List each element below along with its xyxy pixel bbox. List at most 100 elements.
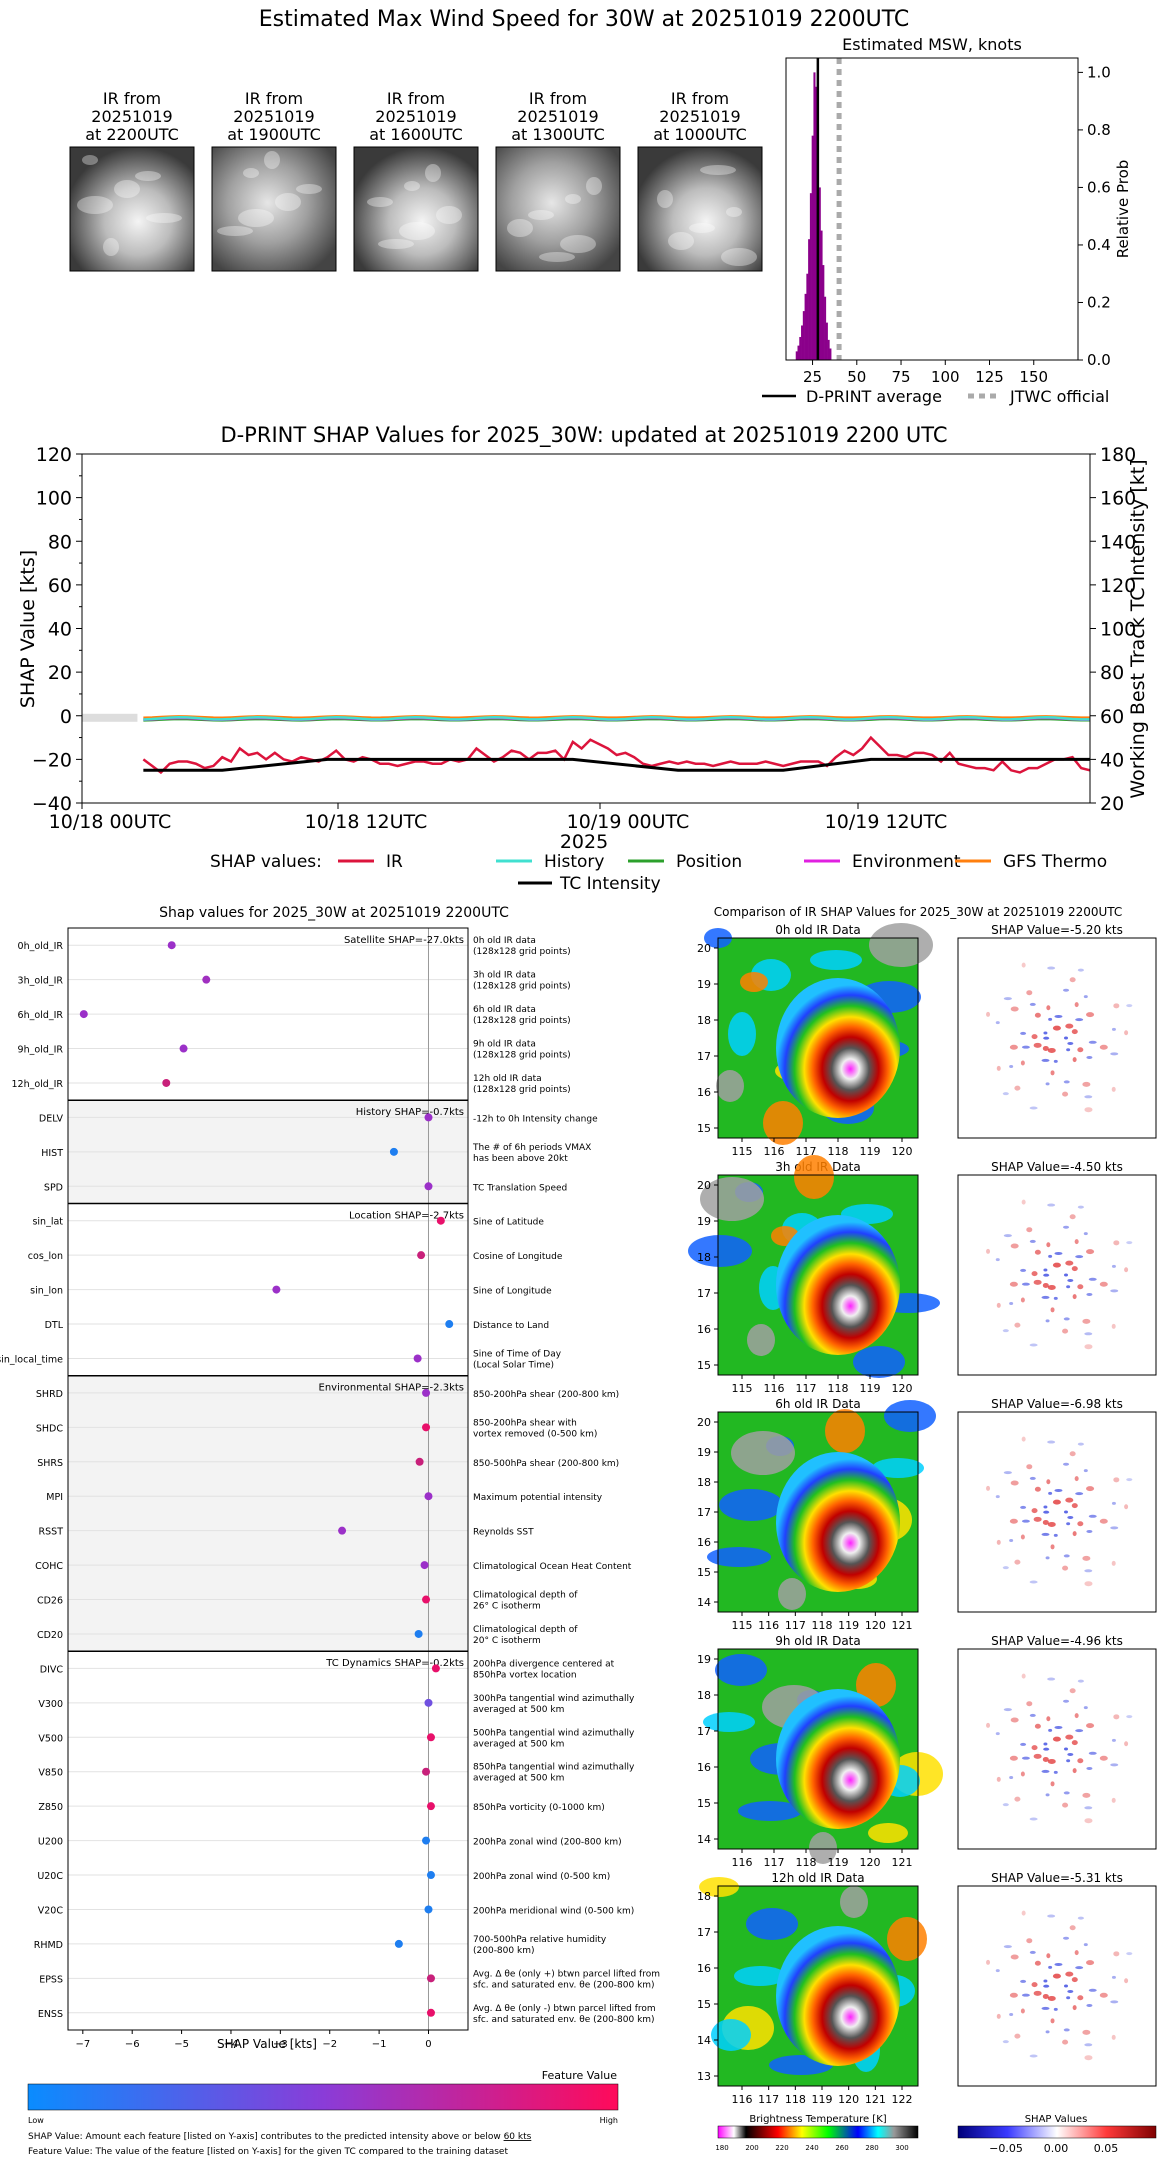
- shap-blob: [1003, 1708, 1012, 1712]
- shap-dot: [424, 1113, 433, 1122]
- feature-name: DIVC: [40, 1664, 64, 1675]
- feature-desc: -12h to 0h Intensity change: [473, 1114, 598, 1124]
- shap-blob: [1047, 1914, 1056, 1918]
- shap-blob: [1020, 2008, 1025, 2014]
- ts-ytick-right-label: 80: [1100, 662, 1124, 684]
- hist-bar: [824, 296, 827, 360]
- group-label: TC Dynamics SHAP=-0.2kts: [325, 1658, 464, 1669]
- shap-blob: [1045, 1793, 1050, 1797]
- shap-blob: [1071, 1740, 1078, 1746]
- ir-cloud-feature: [716, 1070, 744, 1102]
- shap-blob: [1099, 1044, 1108, 1050]
- shap-blob: [1052, 1025, 1061, 1031]
- shap-blob: [1026, 1464, 1033, 1470]
- shap-blob: [1052, 1499, 1061, 1505]
- shap-blob: [1111, 1323, 1116, 1329]
- shap-blob: [1052, 1973, 1061, 1979]
- shap-blob: [995, 1495, 1000, 1499]
- shap-blob: [1043, 1031, 1048, 1035]
- shap-blob: [1063, 1554, 1070, 1558]
- ir-thumbnail: [353, 146, 479, 272]
- ts-xtick-label: 10/19 00UTC: [567, 811, 690, 833]
- shap-blob: [1086, 1960, 1095, 1966]
- shap-blob: [1069, 977, 1076, 983]
- shap-blob: [1111, 1264, 1116, 1268]
- cloud-patch: [689, 223, 715, 233]
- feature-desc: 0h old IR data: [473, 936, 536, 946]
- shap-blob: [1082, 1555, 1091, 1561]
- shap-blob: [1110, 2000, 1119, 2004]
- shap-dot: [426, 1871, 435, 1880]
- shap-dot: [79, 1010, 88, 1019]
- shap-blob: [1066, 1285, 1071, 1289]
- shap-blob: [1014, 1085, 1021, 1091]
- shap-blob: [986, 1959, 991, 1965]
- shap-blob: [1041, 1769, 1050, 1773]
- shap-blob: [1002, 1566, 1009, 1570]
- ir-cloud-feature: [715, 1654, 767, 1686]
- thumb-label-1: IR from: [387, 89, 445, 108]
- hist-bar: [797, 345, 800, 360]
- thumb-label-3: at 1000UTC: [653, 125, 747, 144]
- ir-frame: [717, 1885, 919, 2087]
- shap-blob: [1099, 1992, 1108, 1998]
- shap-blob: [1084, 2055, 1093, 2061]
- feature-desc: (128x128 grid points): [473, 982, 571, 992]
- shap-dot: [389, 1147, 398, 1156]
- shap-blob: [1034, 1960, 1041, 1966]
- shap-blob: [1088, 1751, 1097, 1755]
- dot-xtick-label: −2: [322, 2039, 337, 2050]
- ir-ytick-label: 18: [697, 1890, 711, 1903]
- shap-blob: [1010, 1006, 1019, 1012]
- shap-blob: [1067, 1989, 1074, 1993]
- ir-cloud-feature: [810, 950, 862, 970]
- shap-blob: [1063, 1936, 1070, 1940]
- shap-blob: [1047, 1758, 1056, 1764]
- ts-ytick-right-label: 140: [1100, 531, 1136, 553]
- feature-name: 12h_old_IR: [12, 1079, 64, 1090]
- dot-xtick-label: −6: [125, 2039, 140, 2050]
- ts-ytick-right-label: 40: [1100, 749, 1124, 771]
- shap-blob: [1062, 1565, 1069, 1571]
- feature-name: V500: [38, 1733, 63, 1744]
- shap-blob: [1050, 1307, 1055, 1313]
- thumb-label-2: 20251019: [375, 107, 456, 126]
- shap-blob: [1029, 1106, 1038, 1110]
- ir-cloud-feature: [763, 1101, 803, 1145]
- feature-name: CD20: [37, 1630, 63, 1641]
- cloud-patch: [436, 206, 462, 224]
- shap-blob: [1074, 1950, 1079, 1956]
- ir-xtick-label: 116: [758, 1619, 779, 1632]
- shap-blob: [995, 1021, 1000, 1025]
- shap-dot: [422, 1767, 431, 1776]
- shap-blob: [1074, 1713, 1079, 1719]
- note-threshold: 60 kts: [504, 2132, 532, 2142]
- feature-desc: 200hPa meridional wind (0-500 km): [473, 1906, 634, 1916]
- ir-cloud-feature: [884, 1400, 936, 1432]
- feature-desc: 200hPa divergence centered at: [473, 1659, 615, 1669]
- shap-blob: [1020, 1742, 1027, 1746]
- shap-colorbar: [957, 2125, 1157, 2139]
- shap-blob: [1020, 1505, 1027, 1509]
- shap-blob: [1034, 1486, 1041, 1492]
- shap-blob: [1099, 1755, 1108, 1761]
- shap-blob: [1072, 1531, 1077, 1537]
- shap-blob: [1009, 1755, 1018, 1761]
- cloud-patch: [404, 181, 420, 191]
- shap-blob: [1009, 1539, 1014, 1543]
- shap-blob: [1075, 1966, 1084, 1970]
- shap-blob: [1009, 1776, 1014, 1780]
- shap-blob: [1083, 1232, 1088, 1236]
- colorbar-high: High: [600, 2116, 618, 2125]
- shap-dot: [338, 1526, 347, 1535]
- shap-blob: [996, 2013, 1001, 2019]
- ir-xtick-label: 121: [892, 1856, 913, 1869]
- shap-blob: [1062, 1091, 1069, 1097]
- shap-blob: [1029, 1476, 1036, 1480]
- hist-title: Estimated MSW, knots: [842, 35, 1022, 54]
- feature-desc: 700-500hPa relative humidity: [473, 1935, 607, 1945]
- thumb-label-2: 20251019: [517, 107, 598, 126]
- shap-blob: [1066, 1996, 1071, 2000]
- ir-xtick-label: 115: [732, 1382, 753, 1395]
- dot-xtick-label: −3: [273, 2039, 288, 2050]
